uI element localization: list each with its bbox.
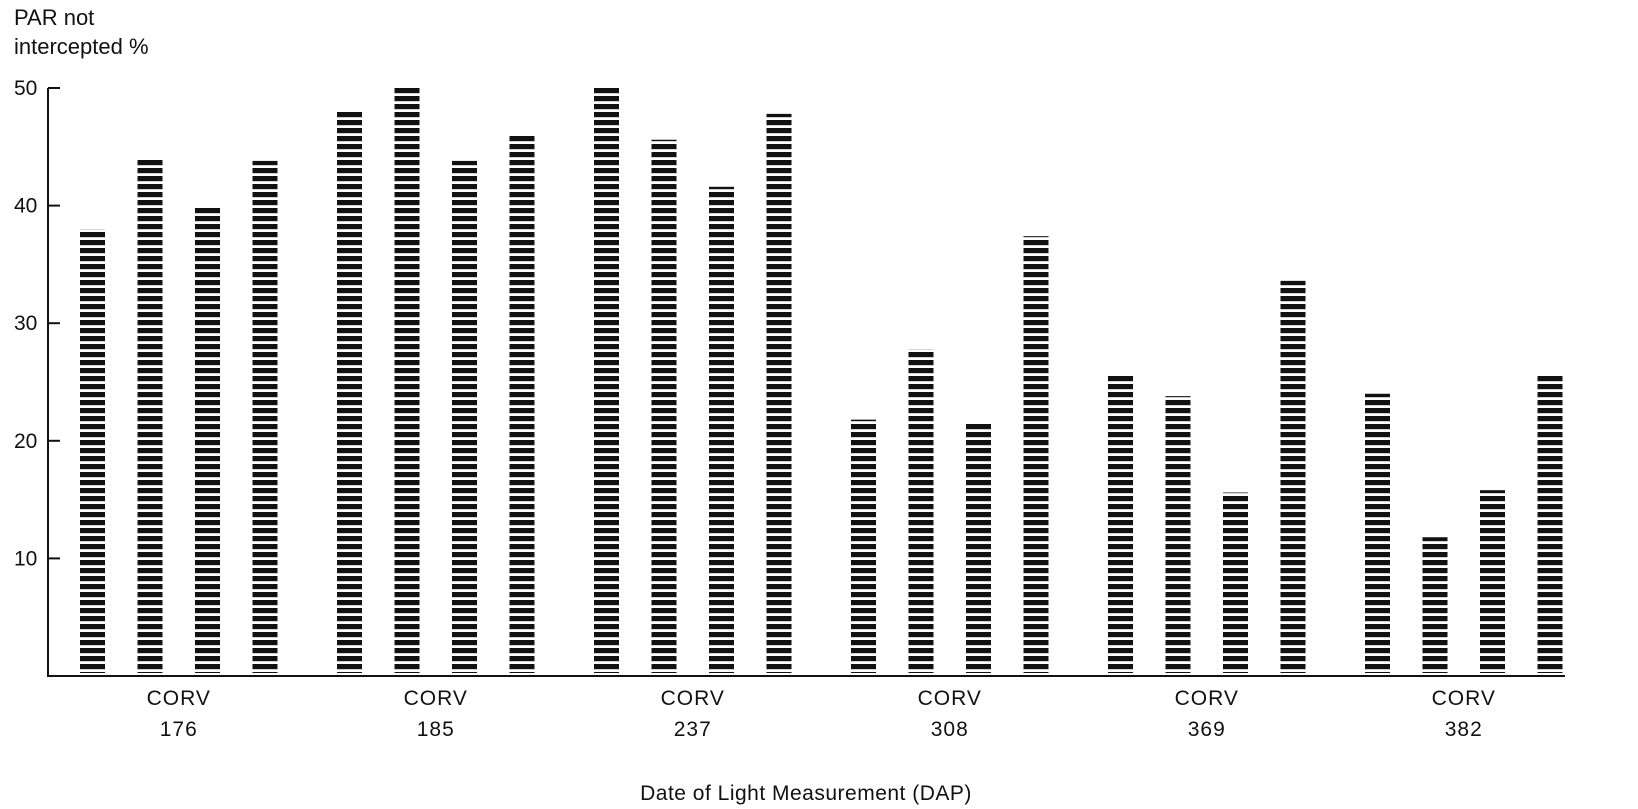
- y-tick-label-30: 30: [14, 312, 37, 335]
- x-axis-label: Date of Light Measurement (DAP): [640, 782, 972, 805]
- bar-369-1: [1108, 374, 1133, 673]
- bar-369-4: [1280, 280, 1306, 673]
- bar-237-4: [766, 113, 792, 673]
- bar-382-2: [1422, 537, 1448, 673]
- bar-185-4: [509, 135, 535, 674]
- bar-176-1: [80, 229, 105, 673]
- y-axis: 10 20 30 40 50: [14, 77, 60, 677]
- y-axis-label-line1: PAR not: [14, 5, 94, 30]
- category-label-176-name: CORV: [147, 687, 211, 710]
- bar-185-3: [452, 160, 477, 674]
- category-label-308-day: 308: [931, 718, 969, 741]
- category-label-369-name: CORV: [1175, 687, 1239, 710]
- bar-237-1: [594, 88, 619, 673]
- category-label-382-day: 382: [1445, 718, 1483, 741]
- bar-185-2: [394, 88, 420, 673]
- category-label-176-day: 176: [160, 718, 198, 741]
- bar-237-3: [709, 186, 734, 673]
- bar-382-3: [1480, 490, 1505, 673]
- x-axis: CORV 176 CORV 185 CORV 237 CORV 308 CORV 369 CORV 3…: [48, 675, 1565, 741]
- bar-308-2: [908, 349, 934, 673]
- category-label-185-name: CORV: [404, 687, 468, 710]
- bars: [80, 88, 1563, 674]
- bar-382-4: [1537, 374, 1563, 673]
- bar-308-3: [966, 421, 991, 673]
- bar-185-1: [337, 111, 362, 673]
- bar-176-4: [252, 160, 278, 674]
- y-tick-label-50: 50: [14, 77, 37, 100]
- y-tick-label-20: 20: [14, 430, 37, 453]
- bar-382-1: [1365, 393, 1390, 673]
- category-label-237-day: 237: [674, 718, 712, 741]
- bar-308-4: [1023, 236, 1049, 673]
- y-tick-label-10: 10: [14, 547, 37, 570]
- bar-176-2: [137, 158, 163, 673]
- bar-369-2: [1165, 396, 1191, 673]
- category-label-308-name: CORV: [918, 687, 982, 710]
- category-label-237-name: CORV: [661, 687, 725, 710]
- category-label-369-day: 369: [1188, 718, 1226, 741]
- bar-237-2: [651, 139, 677, 673]
- category-label-382-name: CORV: [1432, 687, 1496, 710]
- y-axis-label-line2: intercepted %: [14, 34, 149, 59]
- bar-369-3: [1223, 492, 1248, 673]
- category-label-185-day: 185: [417, 718, 455, 741]
- bar-308-1: [851, 419, 876, 673]
- bar-176-3: [195, 205, 220, 673]
- y-tick-label-40: 40: [14, 195, 37, 218]
